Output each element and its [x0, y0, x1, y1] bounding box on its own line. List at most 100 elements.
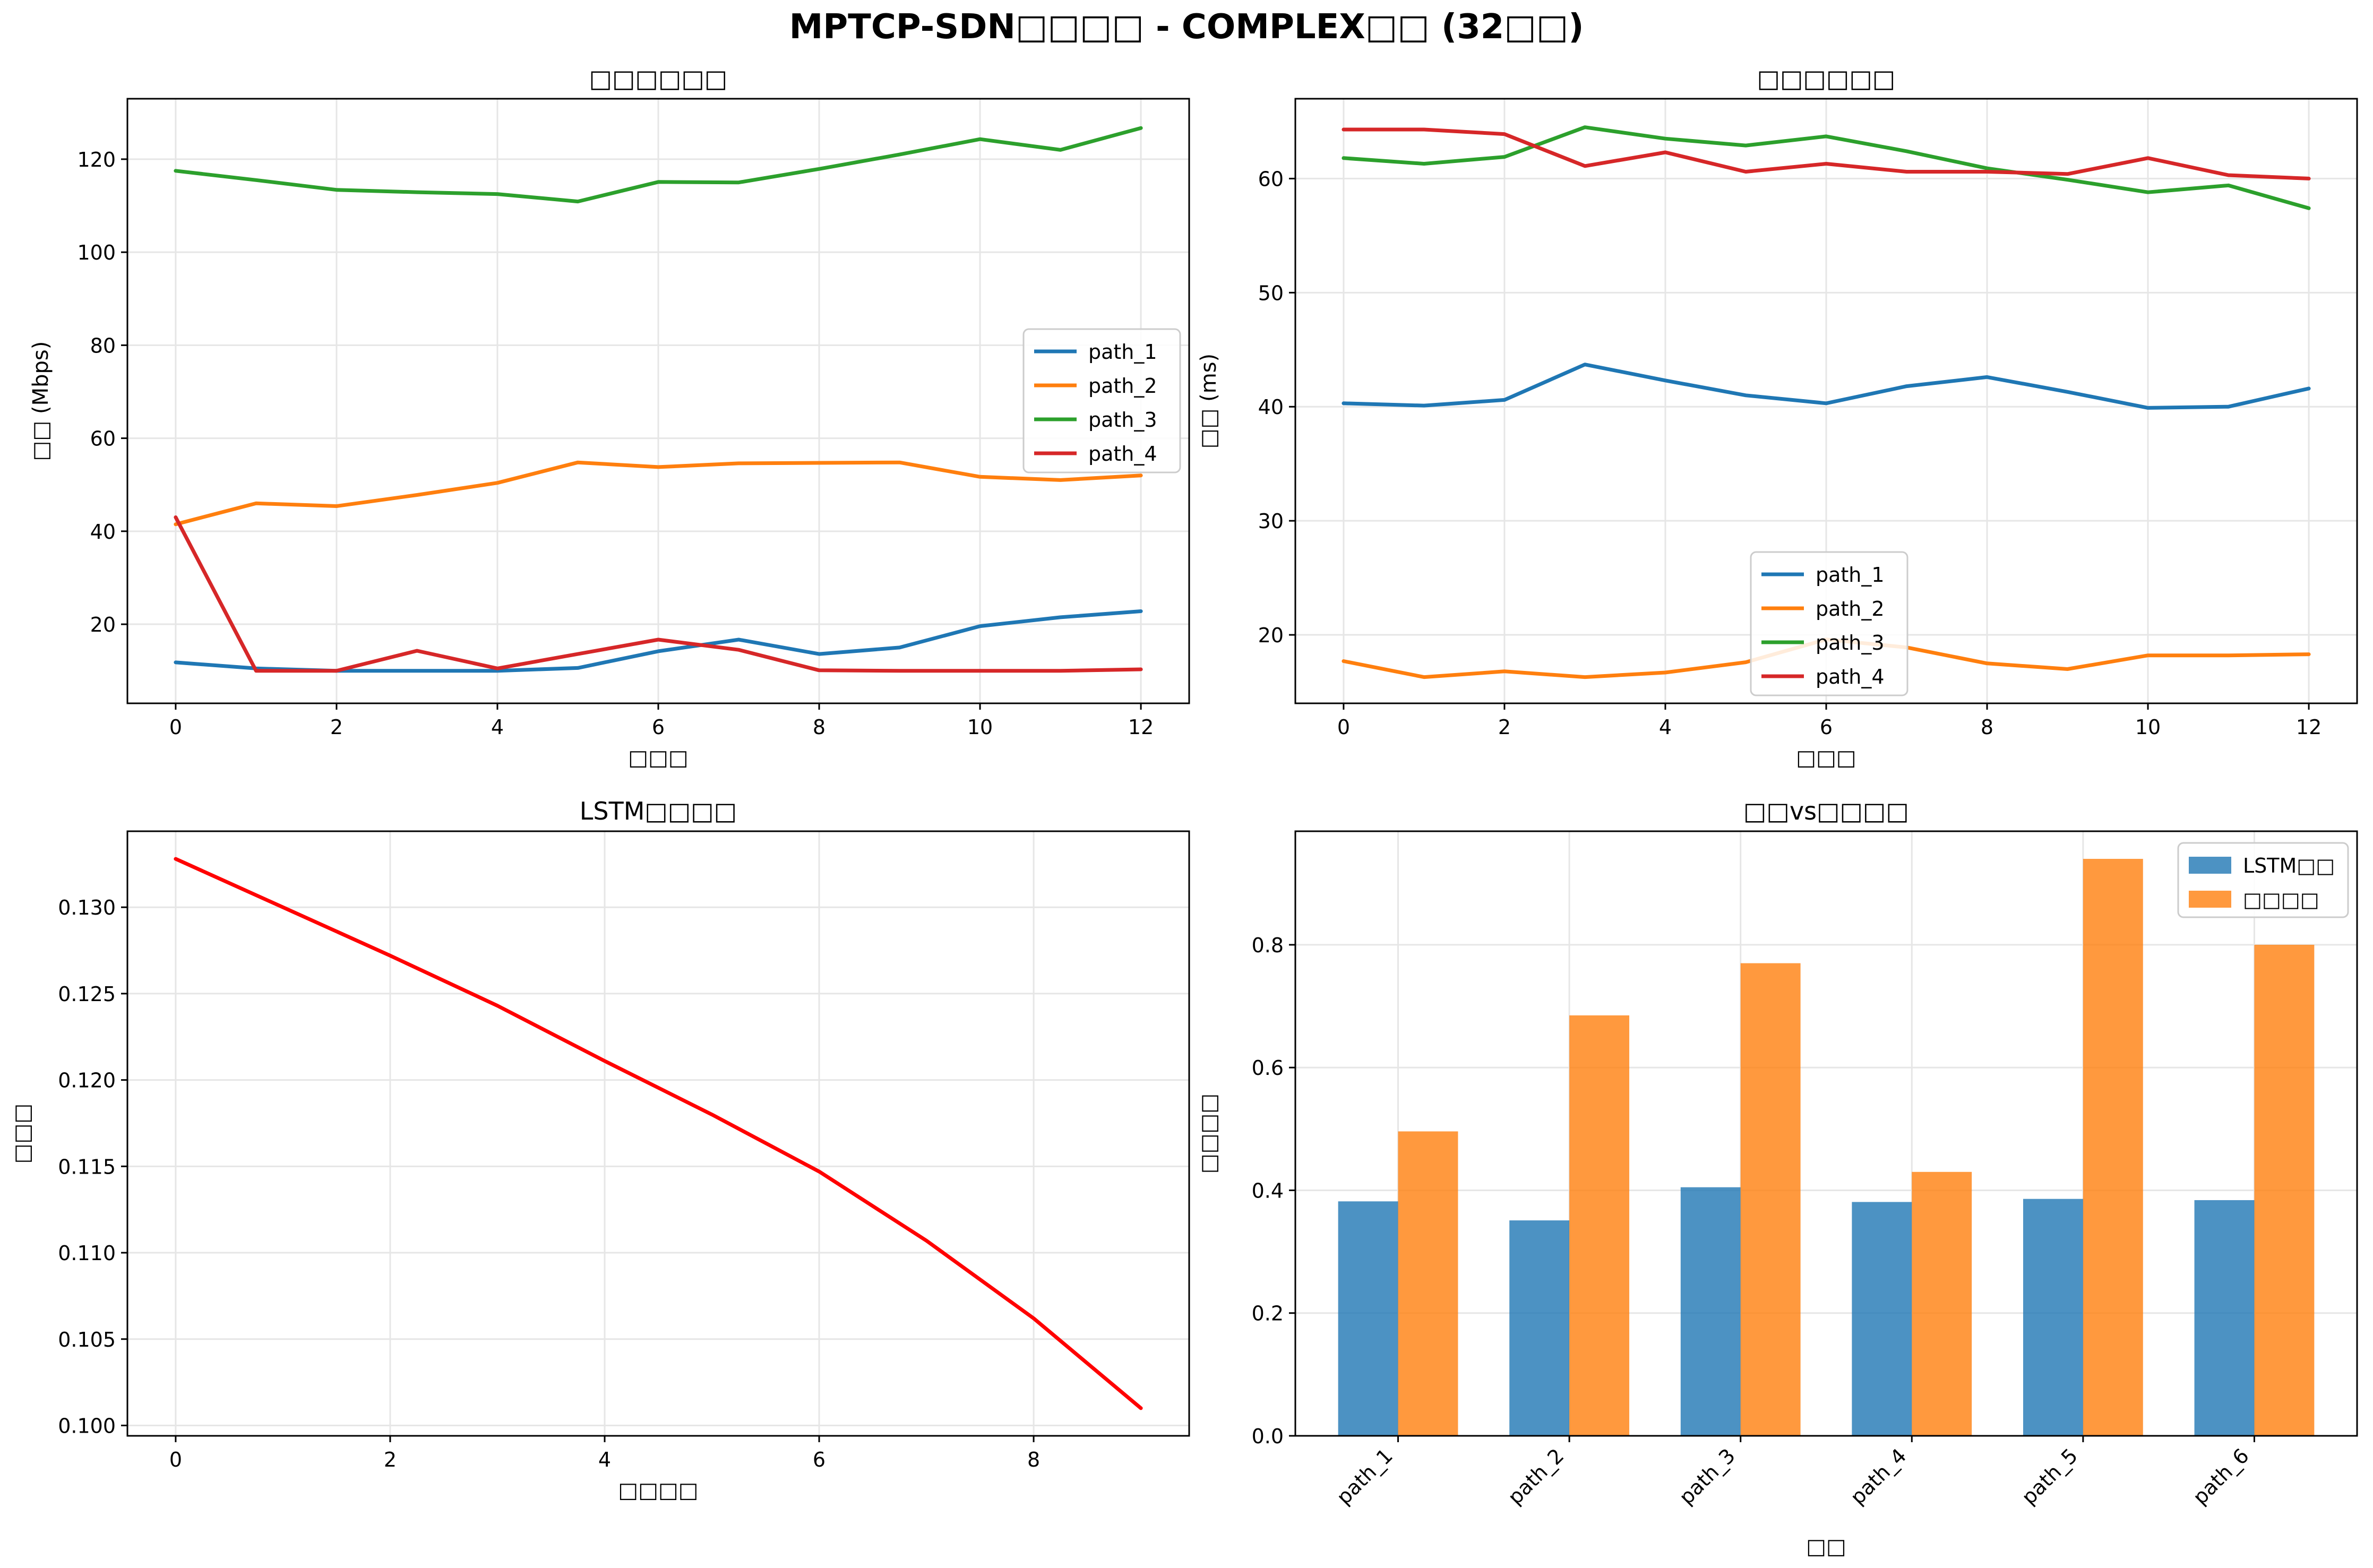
x-tick-label: 2 — [330, 716, 343, 739]
subplot-title: □□□□□□ — [589, 64, 728, 93]
x-tick-label: 2 — [384, 1448, 397, 1471]
legend-label: path_3 — [1816, 631, 1885, 654]
subplot-title: □□vs□□□□ — [1743, 797, 1909, 825]
plot-frame — [126, 98, 1190, 704]
y-tick-label: 0.115 — [58, 1155, 116, 1178]
y-tick-label: 60 — [90, 427, 116, 451]
x-tick-label: path_1 — [1332, 1444, 1397, 1509]
subplot-title: □□□□□□ — [1757, 64, 1896, 93]
x-tick-label: 10 — [967, 716, 993, 739]
y-tick-label: 0.125 — [58, 983, 116, 1006]
legend-label: path_1 — [1088, 340, 1157, 364]
y-tick-label: 0.100 — [58, 1414, 116, 1437]
y-tick-label: 0.105 — [58, 1328, 116, 1351]
legend-label: path_4 — [1816, 665, 1885, 688]
y-tick-label: 0.4 — [1252, 1179, 1284, 1202]
x-tick-label: 4 — [491, 716, 504, 739]
x-tick-label: path_4 — [1846, 1444, 1911, 1509]
legend-box — [1750, 551, 1908, 696]
y-tick-label: 40 — [1258, 395, 1284, 419]
x-tick-label: 6 — [652, 716, 665, 739]
y-tick-label: 60 — [1258, 167, 1284, 191]
x-tick-label: 0 — [169, 716, 182, 739]
y-tick-label: 100 — [77, 241, 116, 264]
bar-path_5-1 — [2083, 859, 2143, 1436]
x-tick-label: path_6 — [2188, 1444, 2254, 1509]
y-tick-label: 30 — [1258, 510, 1284, 533]
bar-path_6-1 — [2254, 944, 2315, 1436]
legend-label: path_3 — [1088, 408, 1157, 432]
plot-frame — [126, 830, 1190, 1437]
legend-box — [1022, 328, 1181, 473]
x-tick-label: 8 — [813, 716, 826, 739]
bar-path_3-1 — [1740, 963, 1801, 1436]
y-tick-label: 0.0 — [1252, 1425, 1284, 1448]
y-tick-label: 80 — [90, 334, 116, 357]
plot-frame — [1294, 98, 2358, 704]
bar-path_1-1 — [1398, 1131, 1458, 1436]
x-tick-label: path_2 — [1503, 1444, 1569, 1509]
legend-swatch — [2189, 857, 2231, 874]
y-tick-label: 50 — [1258, 281, 1284, 305]
y-tick-label: 40 — [90, 520, 116, 544]
x-tick-label: 0 — [1337, 716, 1350, 739]
legend-label: path_2 — [1816, 597, 1885, 621]
x-tick-label: 6 — [813, 1448, 826, 1471]
legend-label: path_2 — [1088, 374, 1157, 398]
legend-label: path_4 — [1088, 442, 1157, 466]
bar-path_4-1 — [1912, 1171, 1972, 1436]
y-tick-label: 0.6 — [1252, 1056, 1284, 1080]
bar-path_2-0 — [1509, 1220, 1570, 1436]
legend-swatch — [2189, 891, 2231, 908]
x-tick-label: 4 — [1659, 716, 1672, 739]
bar-path_5-0 — [2023, 1199, 2083, 1436]
x-tick-label: 0 — [169, 1448, 182, 1471]
x-tick-label: 12 — [1128, 716, 1154, 739]
legend-label: LSTM□□ — [2243, 854, 2335, 877]
legend: path_1 path_2 path_3 path_4 — [1022, 328, 1181, 473]
x-tick-label: path_3 — [1674, 1444, 1740, 1509]
y-tick-label: 0.120 — [58, 1069, 116, 1092]
page-title: MPTCP-SDN□□□□ - COMPLEX□□ (32□□) — [789, 7, 1584, 47]
bar-path_3-0 — [1680, 1187, 1741, 1436]
subplot-title: LSTM□□□□ — [580, 797, 737, 825]
bar-path_4-0 — [1852, 1202, 1912, 1436]
x-tick-label: 8 — [1027, 1448, 1040, 1471]
y-tick-label: 0.130 — [58, 896, 116, 919]
x-axis-label: □□□ — [628, 746, 688, 770]
x-tick-label: 6 — [1820, 716, 1833, 739]
y-axis-label: □□□ — [10, 1104, 35, 1164]
y-axis-label: □□ (ms) — [1197, 354, 1221, 449]
x-tick-label: 10 — [2135, 716, 2161, 739]
y-axis-label: □□□□ — [1197, 1093, 1221, 1174]
series-line-loss — [174, 857, 1143, 1410]
x-tick-label: 2 — [1498, 716, 1511, 739]
y-tick-label: 20 — [90, 613, 116, 636]
x-tick-label: 12 — [2296, 716, 2322, 739]
legend-label: path_1 — [1816, 563, 1885, 587]
y-tick-label: 20 — [1258, 624, 1284, 647]
x-tick-label: 8 — [1981, 716, 1993, 739]
legend-label: □□□□ — [2243, 888, 2319, 911]
y-tick-label: 0.8 — [1252, 934, 1284, 957]
chart-3: 0.100 0.105 0.110 0.115 0.120 0.125 0.130 0 2 4 6 8… — [10, 797, 1190, 1503]
y-tick-label: 0.110 — [58, 1242, 116, 1265]
x-tick-label: 4 — [598, 1448, 611, 1471]
bar-path_6-0 — [2194, 1200, 2255, 1436]
x-axis-label: □□ — [1806, 1535, 1846, 1559]
x-axis-label: □□□ — [1796, 746, 1856, 770]
bar-path_1-0 — [1338, 1201, 1398, 1436]
legend: LSTM□□ □□□□ — [2177, 842, 2349, 918]
y-axis-label: □□ (Mbps) — [29, 341, 53, 461]
x-tick-label: path_5 — [2017, 1444, 2082, 1509]
plot-frame — [1294, 830, 2358, 1437]
y-tick-label: 0.2 — [1252, 1302, 1284, 1325]
chart-4: 0.0 0.2 0.4 0.6 0.8 path_1 path_2 path_3 path_4 p… — [1197, 797, 2358, 1559]
x-axis-label: □□□□ — [618, 1478, 698, 1503]
legend: path_1 path_2 path_3 path_4 — [1750, 551, 1908, 696]
bar-path_2-1 — [1569, 1015, 1630, 1436]
y-tick-label: 120 — [77, 148, 116, 171]
